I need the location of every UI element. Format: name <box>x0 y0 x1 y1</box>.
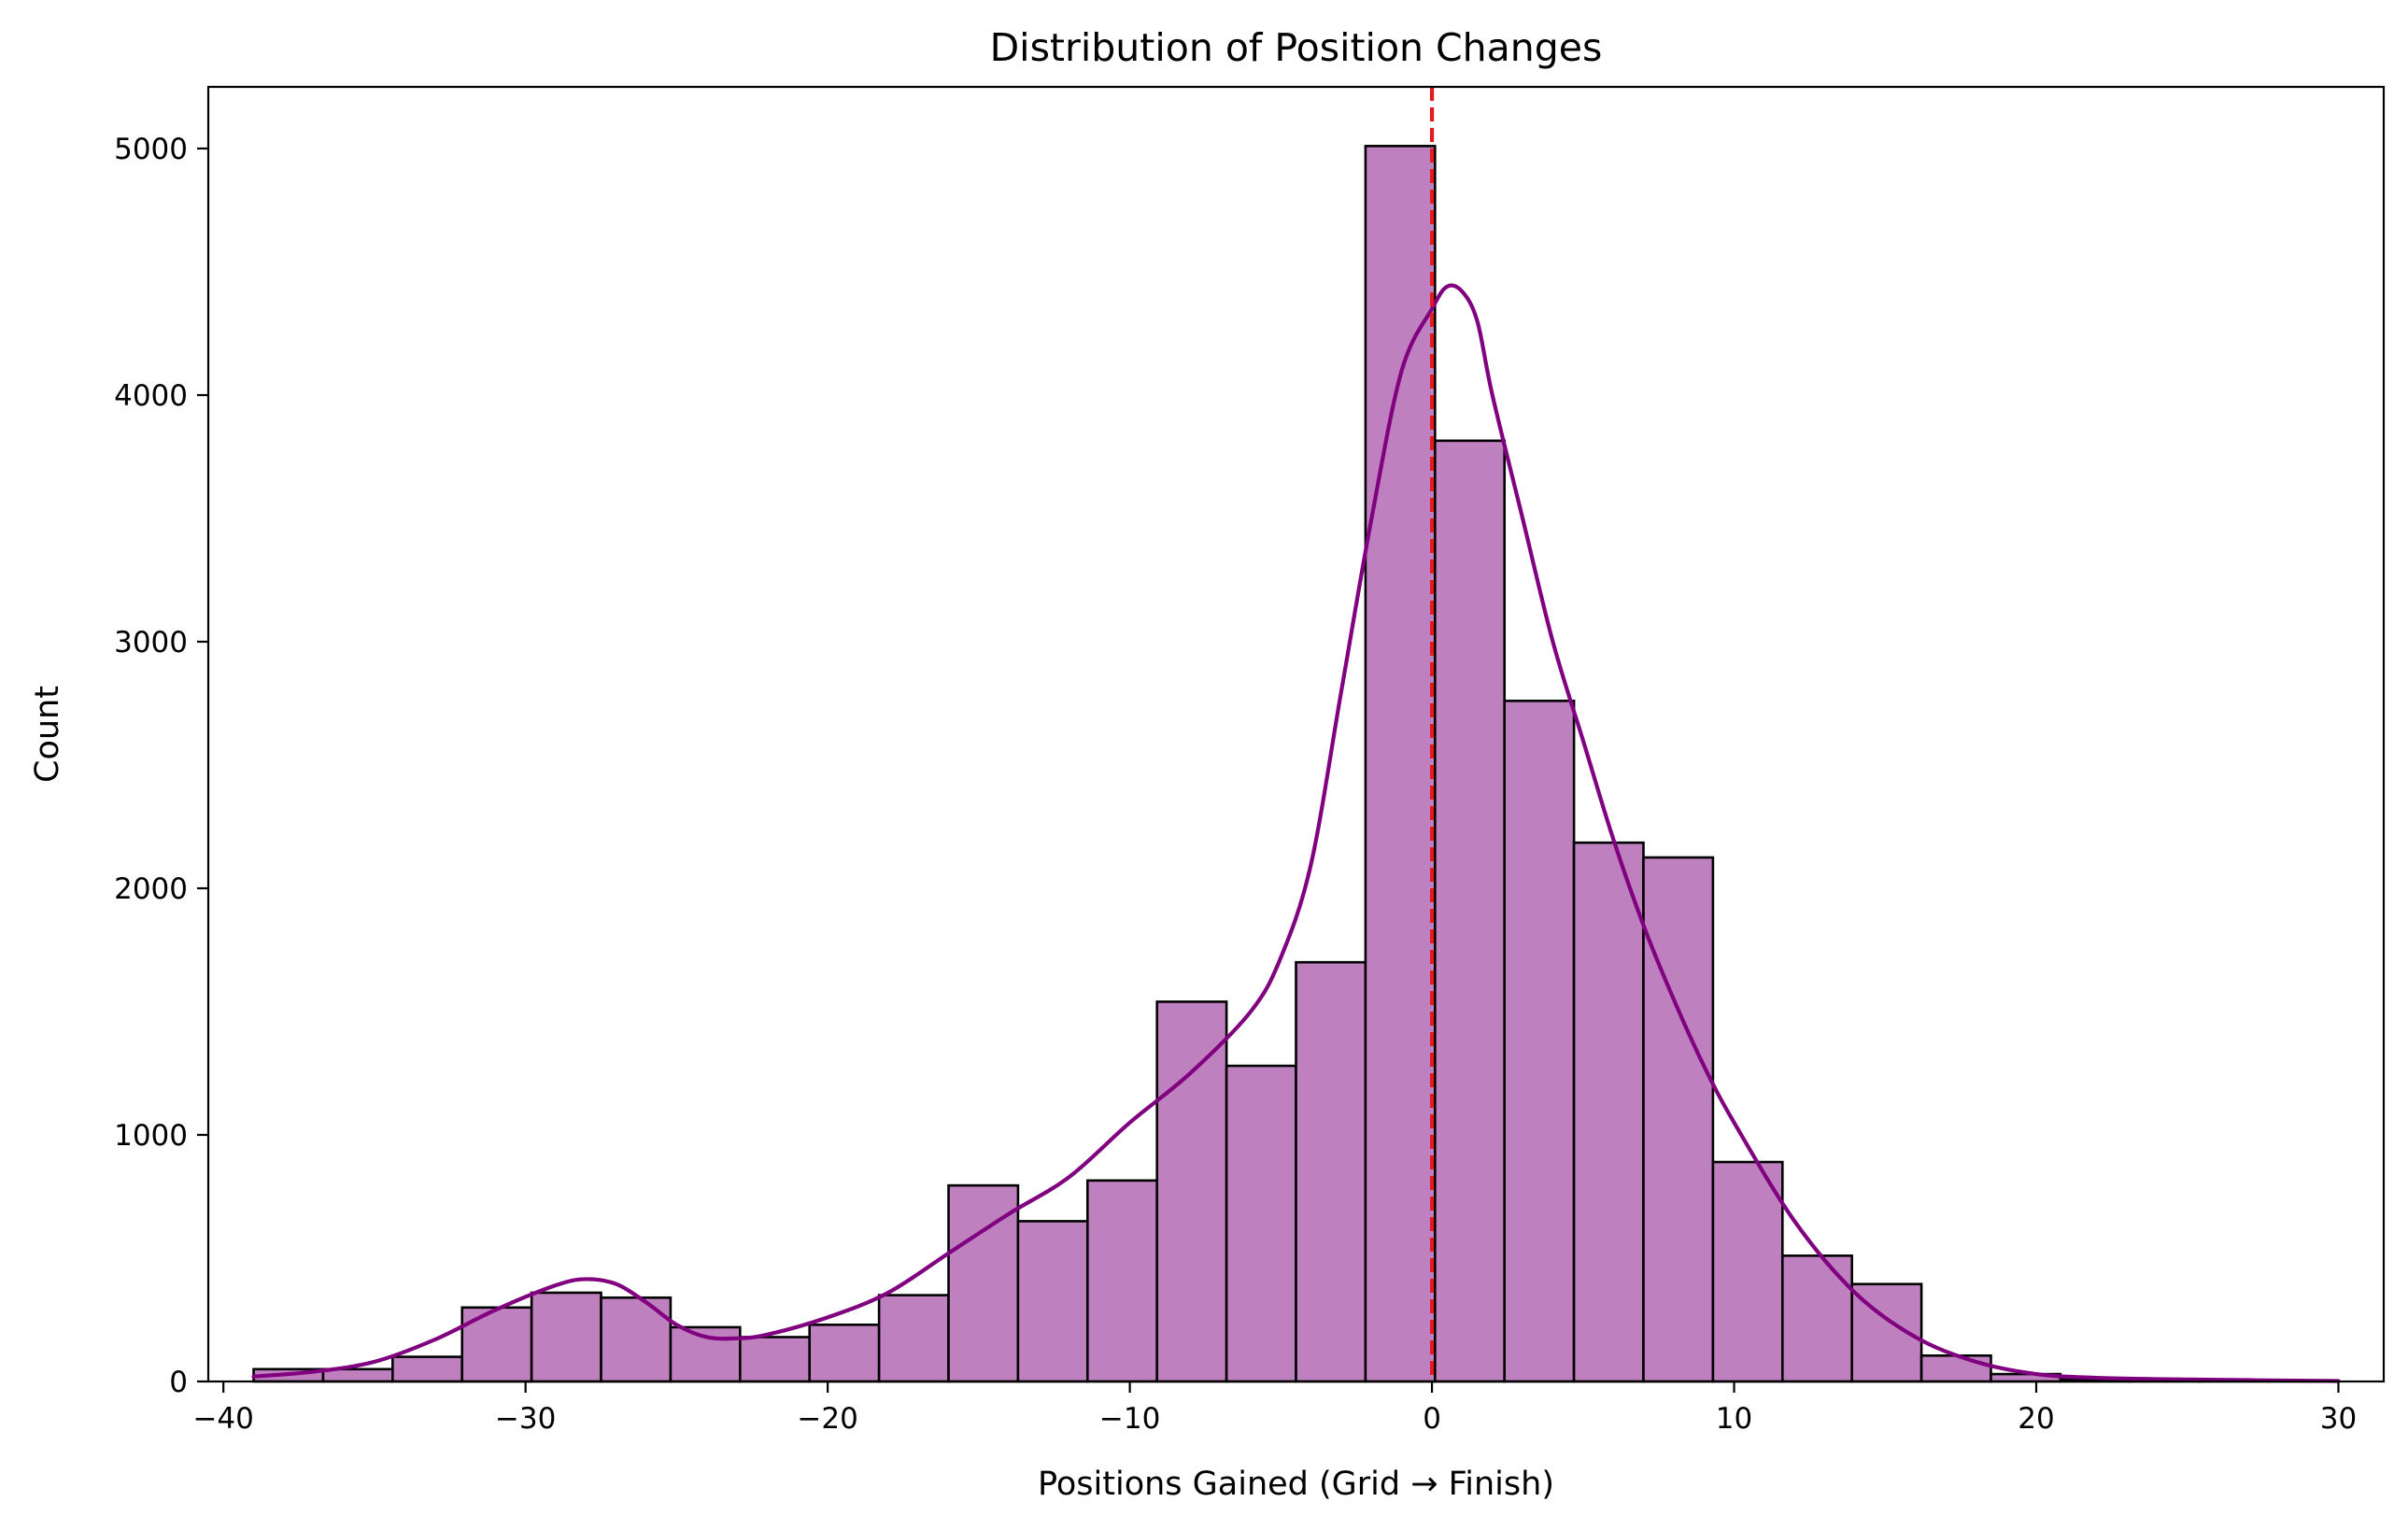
histogram-bar <box>1295 960 1367 1383</box>
chart-title: Distribution of Position Changes <box>990 25 1603 70</box>
histogram-bar <box>1503 700 1576 1383</box>
x-axis-ticks: −40 −30 −20 −10 0 10 20 30 <box>192 1381 2357 1436</box>
kde-layer <box>251 283 2341 1383</box>
histogram-bar <box>1919 1353 1992 1383</box>
y-tick-label: 2000 <box>114 872 188 906</box>
x-tick-label: −20 <box>797 1402 857 1436</box>
x-axis-label: Positions Gained (Grid → Finish) <box>1038 1466 1554 1503</box>
y-tick-label: 4000 <box>114 379 188 413</box>
histogram-bar <box>1155 1000 1228 1383</box>
histogram-bar <box>739 1336 812 1383</box>
histogram-bar <box>1642 856 1715 1383</box>
y-tick-label: 5000 <box>114 133 188 166</box>
histogram-bar <box>1086 1179 1159 1383</box>
histogram-bar <box>530 1291 602 1383</box>
y-axis-label: Count <box>29 686 66 783</box>
histogram-bar <box>808 1323 881 1383</box>
y-tick-label: 0 <box>169 1366 188 1399</box>
histogram-bar <box>460 1306 533 1383</box>
histogram-bar <box>1225 1064 1297 1383</box>
y-axis-ticks: 0 1000 2000 3000 4000 5000 <box>114 133 208 1399</box>
histogram-bar <box>1364 145 1437 1383</box>
x-tick-label: 0 <box>1423 1402 1441 1436</box>
histogram-bar <box>1016 1220 1089 1383</box>
histogram-bar <box>877 1294 950 1383</box>
x-tick-label: 10 <box>1716 1402 1752 1436</box>
histogram-bar <box>1780 1254 1853 1383</box>
histogram-bar <box>391 1355 464 1383</box>
kde-curve <box>251 283 2341 1383</box>
y-tick-label: 3000 <box>114 626 188 659</box>
x-tick-label: 20 <box>2018 1402 2054 1436</box>
histogram-bars <box>252 145 2340 1383</box>
plot-frame <box>206 85 2386 1383</box>
y-tick-label: 1000 <box>114 1119 188 1153</box>
x-tick-label: 30 <box>2320 1402 2357 1436</box>
histogram-bar <box>600 1296 673 1383</box>
x-tick-label: −10 <box>1099 1402 1160 1436</box>
histogram-bar <box>1572 841 1645 1383</box>
x-tick-label: −40 <box>192 1402 253 1436</box>
histogram-bar <box>1711 1160 1784 1383</box>
x-tick-label: −30 <box>495 1402 556 1436</box>
histogram-bar <box>1433 439 1506 1383</box>
